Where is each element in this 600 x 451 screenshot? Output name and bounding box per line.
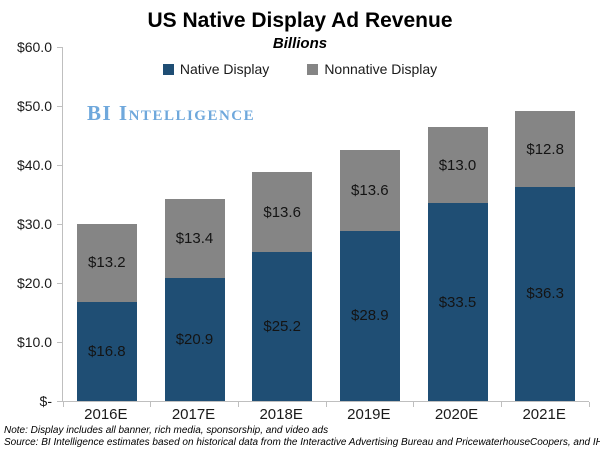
data-label-native: $25.2: [263, 318, 301, 336]
bi-intelligence-logo: BI Intelligence: [87, 101, 256, 125]
y-tick-label: $20.0: [16, 275, 52, 291]
bar-2016E: $16.8 $13.2: [76, 224, 137, 401]
legend: Native Display Nonnative Display: [0, 61, 600, 77]
bar-2017E: $20.9 $13.4: [164, 198, 225, 401]
y-tick-mark: [57, 164, 62, 166]
data-label-native: $28.9: [351, 307, 389, 325]
data-label-native: $33.5: [438, 293, 477, 311]
x-tick-label-2016E: 2016E: [84, 406, 128, 423]
y-tick-label: $60.0: [16, 39, 52, 55]
data-label-native: $36.3: [526, 285, 564, 303]
x-tick-mark: [588, 402, 590, 407]
bar-segment-nonnative-2019E: $13.6: [339, 150, 400, 231]
legend-label: Native Display: [179, 61, 270, 77]
x-tick-label-2021E: 2021E: [522, 406, 566, 423]
bar-2018E: $25.2 $13.6: [252, 172, 313, 401]
bar-segment-nonnative-2016E: $13.2: [76, 224, 137, 302]
y-tick-mark: [57, 46, 62, 48]
x-tick-mark: [62, 402, 64, 407]
plot-area: $16.8 $13.2 $20.9 $13.4 $25.2 $13.6 $28.9 $13.6…: [57, 46, 590, 407]
bar-segment-nonnative-2021E: $12.8: [515, 111, 576, 187]
data-label-nonnative: $13.4: [175, 229, 214, 247]
bar-segment-native-2021E: $36.3: [515, 186, 576, 401]
y-tick-mark: [57, 400, 62, 402]
y-tick-label: $40.0: [16, 157, 52, 173]
y-tick-mark: [57, 223, 62, 225]
x-tick-label-2019E: 2019E: [347, 406, 391, 423]
legend-item-nonnative: Nonnative Display: [307, 61, 437, 77]
x-tick-mark: [325, 402, 327, 407]
source-text: Source: BI Intelligence estimates based …: [4, 437, 600, 448]
legend-swatch-icon: [162, 63, 174, 75]
chart-subtitle: Billions: [272, 35, 328, 52]
y-tick-mark: [57, 282, 62, 284]
y-tick-mark: [57, 105, 62, 107]
y-tick-mark: [57, 341, 62, 343]
bar-2019E: $28.9 $13.6: [339, 150, 400, 401]
x-tick-label-2017E: 2017E: [171, 406, 216, 423]
bar-2020E: $33.5 $13.0: [427, 126, 488, 401]
y-tick-label: $-: [39, 393, 52, 409]
bar-segment-nonnative-2020E: $13.0: [427, 126, 488, 204]
bar-2021E: $36.3 $12.8: [515, 111, 576, 401]
legend-item-native: Native Display: [162, 61, 270, 77]
bar-segment-native-2016E: $16.8: [76, 301, 137, 401]
y-tick-label: $30.0: [16, 216, 52, 232]
data-label-nonnative: $12.8: [526, 140, 564, 158]
chart-title: US Native Display Ad Revenue: [147, 9, 453, 32]
bar-segment-nonnative-2018E: $13.6: [252, 172, 313, 253]
x-tick-mark: [237, 402, 239, 407]
legend-swatch-icon: [307, 63, 319, 75]
x-tick-mark: [413, 402, 415, 407]
note-text: Note: Display includes all banner, rich …: [4, 425, 329, 436]
x-tick-label-2020E: 2020E: [434, 406, 479, 423]
bar-segment-native-2019E: $28.9: [339, 230, 400, 401]
data-label-nonnative: $13.6: [351, 181, 389, 199]
data-label-nonnative: $13.0: [438, 156, 477, 174]
x-tick-mark: [150, 402, 152, 407]
x-tick-mark: [500, 402, 502, 407]
bar-segment-native-2017E: $20.9: [164, 277, 225, 401]
data-label-nonnative: $13.6: [263, 203, 301, 221]
bar-segment-native-2018E: $25.2: [252, 252, 313, 401]
data-label-nonnative: $13.2: [88, 254, 126, 272]
legend-label: Nonnative Display: [324, 61, 438, 77]
y-tick-label: $50.0: [16, 98, 52, 114]
y-tick-label: $10.0: [16, 334, 52, 350]
y-axis-labels: $60.0 $50.0 $40.0 $30.0 $20.0 $10.0 $-: [0, 0, 52, 451]
x-tick-label-2018E: 2018E: [259, 406, 303, 423]
bar-segment-native-2020E: $33.5: [427, 203, 488, 401]
data-label-native: $16.8: [88, 342, 126, 360]
bar-segment-nonnative-2017E: $13.4: [164, 198, 225, 278]
data-label-native: $20.9: [175, 330, 214, 348]
